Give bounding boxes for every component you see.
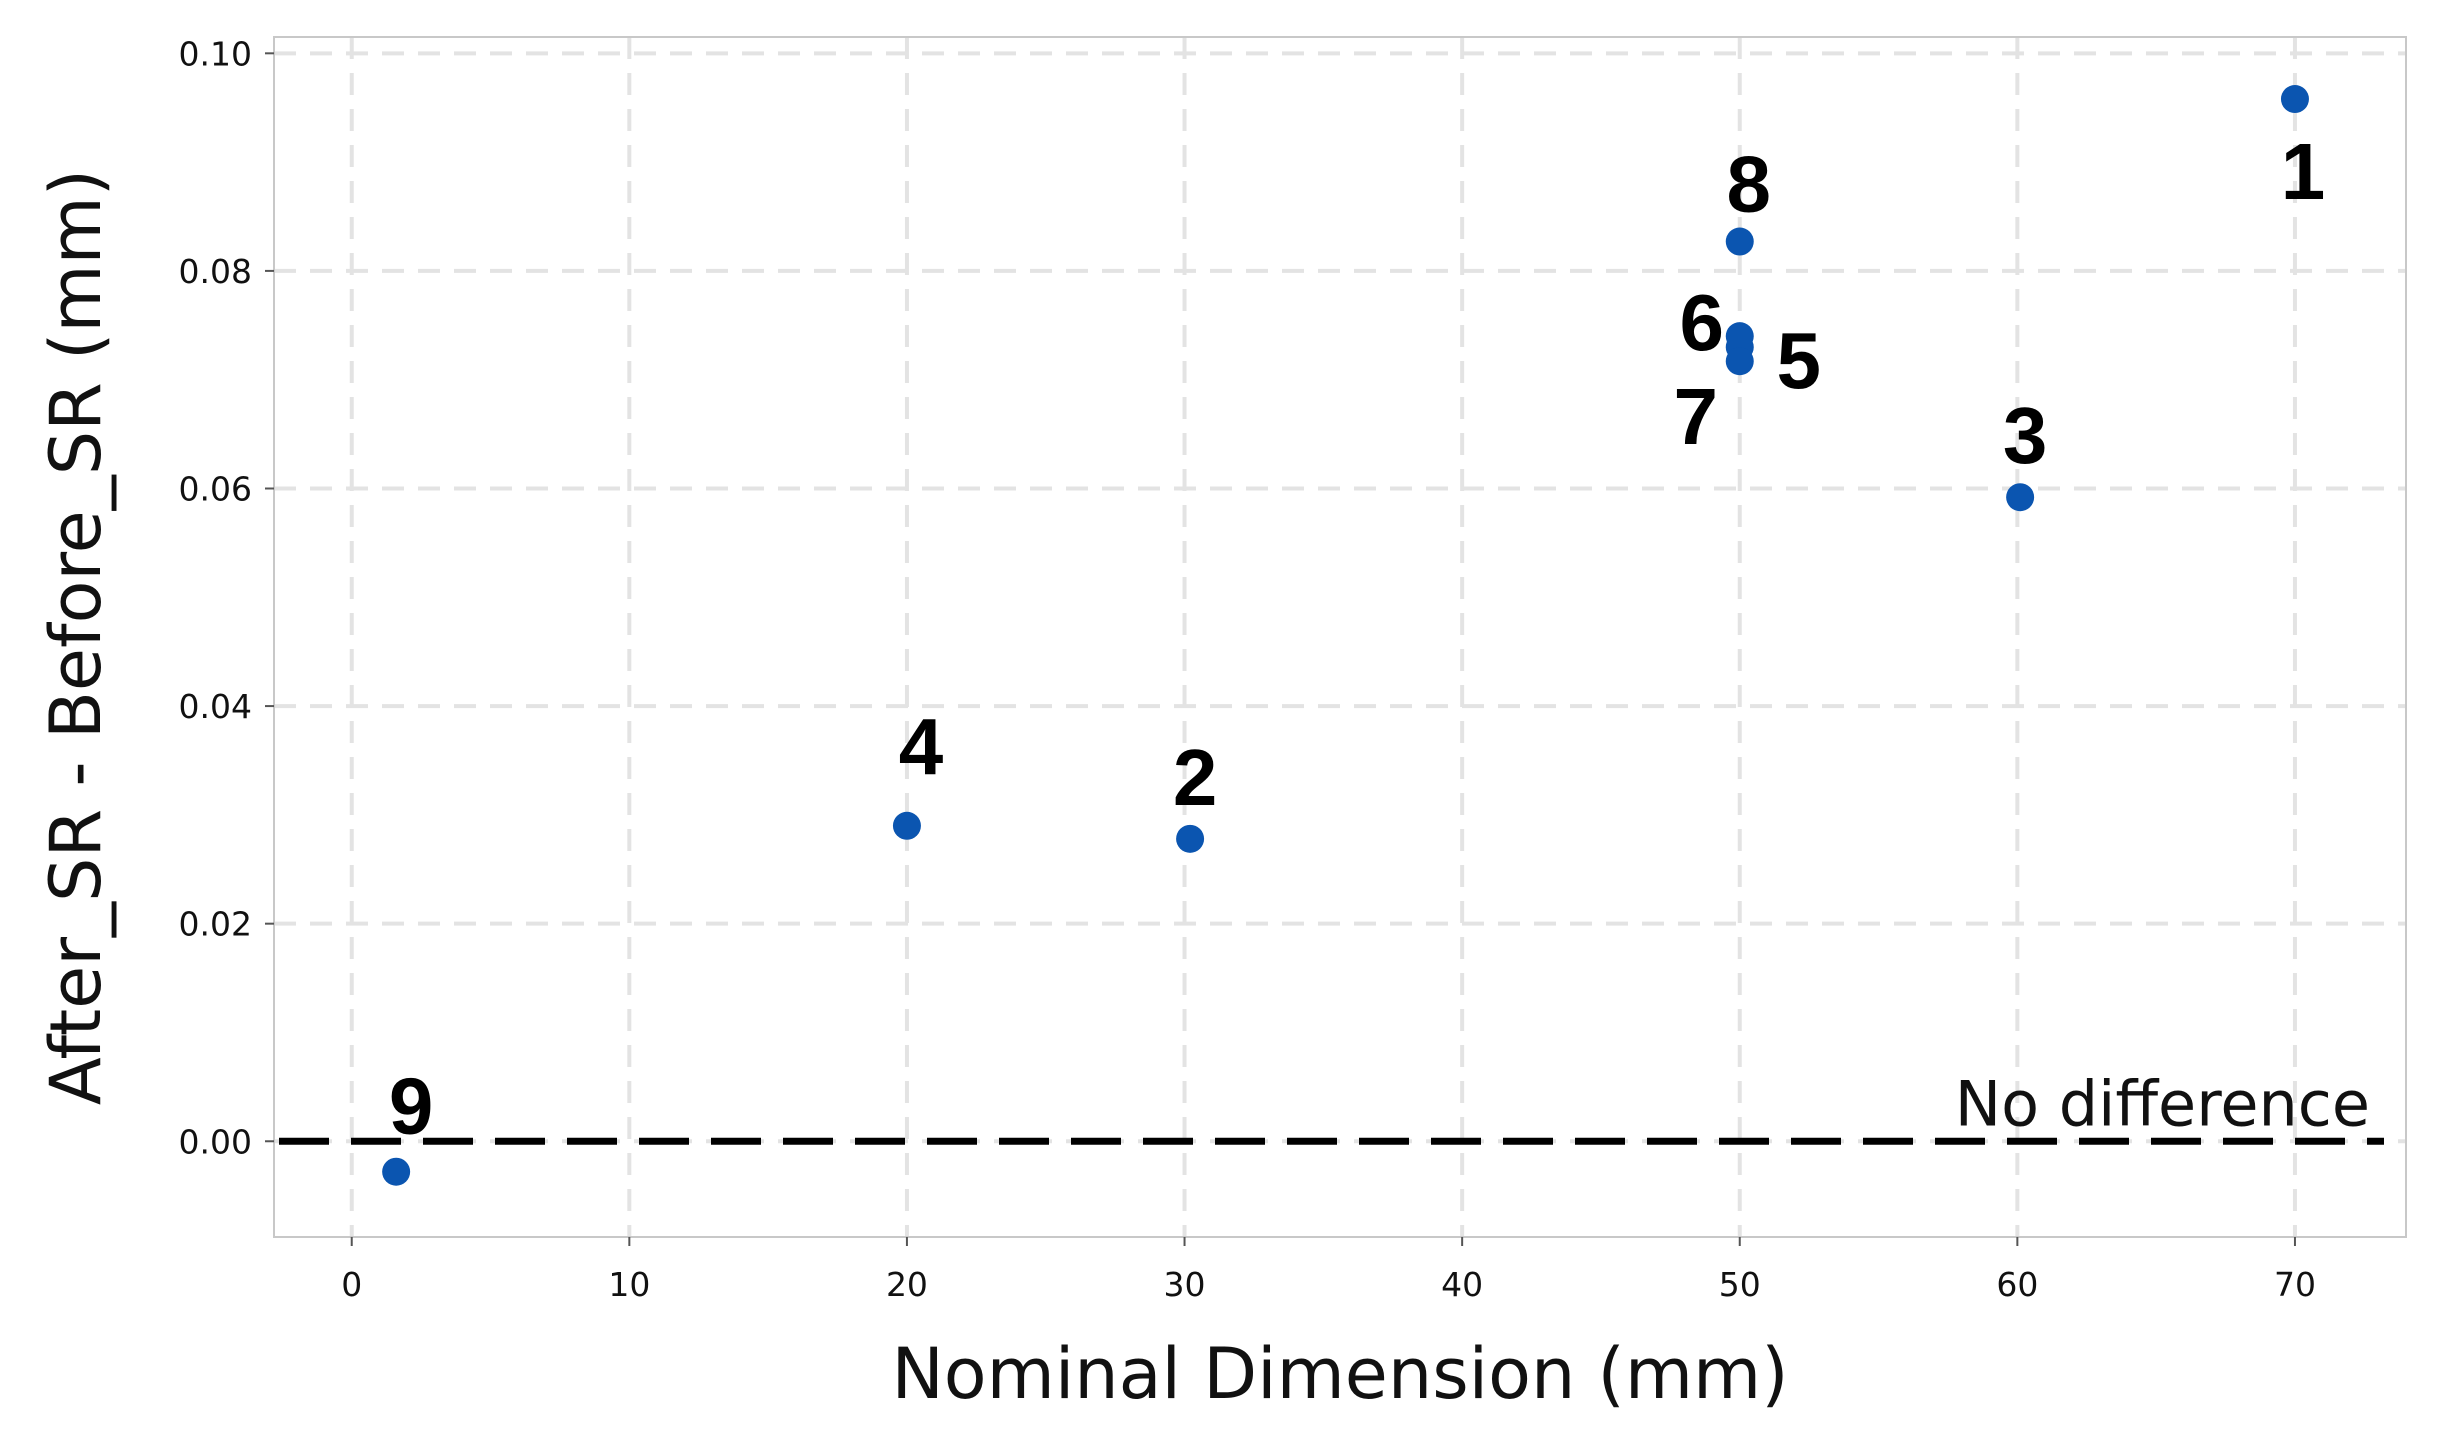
y-tick-label: 0.10 (179, 34, 252, 73)
x-tick-label: 40 (1441, 1265, 1483, 1304)
plot-frame (273, 36, 2407, 1238)
point-label-5: 5 (1777, 316, 1822, 405)
x-axis-title: Nominal Dimension (mm) (891, 1333, 1788, 1415)
x-tick-label: 10 (608, 1265, 650, 1304)
y-tick-label: 0.08 (179, 252, 252, 291)
x-tick-label: 50 (1719, 1265, 1761, 1304)
data-point-3 (2006, 483, 2035, 512)
data-point-8 (1725, 227, 1754, 256)
data-point-1 (2280, 85, 2309, 114)
point-label-2: 2 (1173, 733, 1218, 822)
no-difference-label: No difference (1955, 1067, 2370, 1140)
y-tick-label: 0.00 (179, 1122, 252, 1161)
data-point-4 (892, 811, 921, 840)
x-tick-label: 0 (341, 1265, 362, 1304)
point-label-6: 6 (1680, 278, 1725, 367)
x-tick-label: 60 (1996, 1265, 2038, 1304)
point-label-3: 3 (2003, 391, 2048, 480)
y-tick-label: 0.04 (179, 687, 252, 726)
data-point-2 (1176, 824, 1205, 853)
point-label-9: 9 (389, 1062, 434, 1151)
point-labels: 1 2 3 4 567 8 9 (389, 127, 2325, 1151)
data-point-9 (382, 1157, 411, 1186)
reference-line-group: No difference (279, 1067, 2384, 1145)
point-label-7: 7 (1674, 372, 1719, 461)
point-label-4: 4 (899, 702, 944, 791)
x-axis-ticks: 0 10 20 30 40 50 60 70 (341, 1237, 2316, 1304)
y-tick-label: 0.02 (179, 905, 252, 944)
point-label-1: 1 (2281, 127, 2326, 216)
x-tick-label: 30 (1164, 1265, 1206, 1304)
y-tick-label: 0.06 (179, 469, 252, 508)
data-point-7 (1725, 347, 1754, 376)
x-tick-label: 70 (2274, 1265, 2316, 1304)
point-label-8: 8 (1727, 140, 1772, 229)
data-point-6 (1725, 322, 1754, 351)
data-points (382, 85, 2309, 1186)
y-axis-title: After_SR - Before_SR (mm) (35, 169, 117, 1105)
y-axis-ticks: 0.00 0.02 0.04 0.06 0.08 0.10 (179, 34, 274, 1161)
x-tick-label: 20 (886, 1265, 928, 1304)
